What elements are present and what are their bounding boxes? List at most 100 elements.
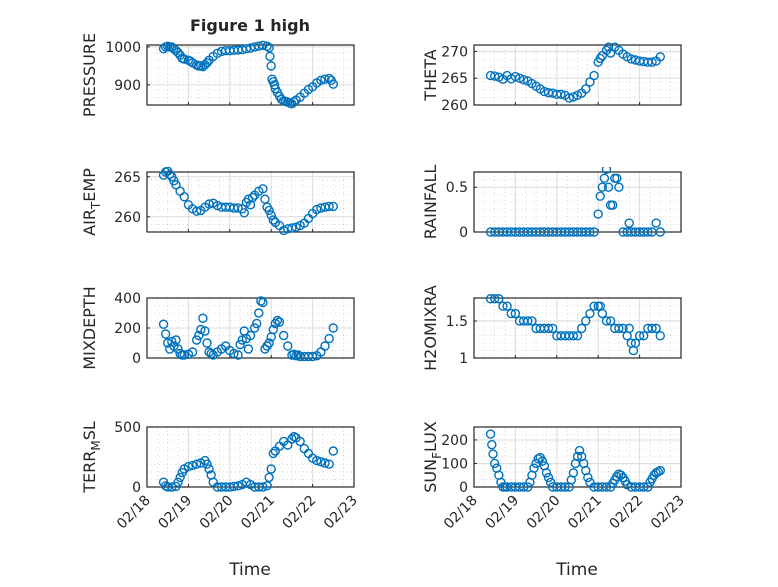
data-point: [202, 338, 212, 348]
data-point: [634, 331, 645, 341]
chart-title: Figure 1 high: [190, 16, 310, 35]
data-point: [328, 446, 338, 456]
subplot-sun: 02/18 02/19 02/20 02/21 02/22 02/23 0 100 200SUN…: [421, 421, 688, 532]
data-point: [283, 341, 293, 351]
data-point: [614, 323, 624, 334]
y-tick-label: 260: [441, 98, 468, 114]
data-series: [485, 429, 665, 492]
data-point: [568, 331, 579, 341]
data-point: [568, 92, 579, 102]
data-point: [490, 71, 500, 81]
data-point: [287, 223, 297, 233]
data-point: [274, 317, 285, 327]
y-tick-label: 0: [459, 480, 468, 496]
x-tick-label: 02/18: [114, 493, 154, 533]
data-point: [293, 350, 303, 360]
y-tick-label: 1: [459, 351, 468, 367]
data-point: [506, 308, 516, 319]
x-tick-label: 02/22: [280, 493, 320, 533]
data-point: [487, 439, 497, 450]
data-point: [545, 477, 556, 487]
data-point: [229, 348, 239, 359]
data-point: [601, 167, 612, 175]
data-point: [316, 457, 326, 467]
data-point: [262, 41, 272, 51]
data-point: [514, 73, 525, 83]
data-point: [618, 323, 628, 334]
subplot-terr: 02/18 02/19 02/20 02/21 02/22 02/23 0 500 TERRMS…: [80, 420, 361, 532]
y-axis-label: SUNFLUX: [421, 421, 444, 493]
data-point: [543, 472, 554, 483]
data-point: [543, 323, 554, 334]
data-point: [523, 316, 533, 326]
data-point: [328, 201, 338, 212]
data-point: [603, 182, 614, 192]
x-axis-label-right: Time: [555, 560, 598, 580]
data-point: [643, 227, 653, 237]
data-point: [265, 51, 275, 62]
y-tick-label: 100: [441, 456, 468, 472]
data-point: [198, 313, 208, 323]
data-point: [187, 460, 198, 471]
data-point: [568, 468, 579, 478]
data-point: [167, 336, 177, 347]
data-point: [183, 461, 194, 472]
data-point: [320, 458, 330, 468]
x-tick-label: 02/18: [441, 493, 481, 533]
data-point: [529, 463, 539, 473]
y-tick-label: 900: [114, 78, 141, 94]
data-point: [589, 70, 599, 81]
data-point: [498, 301, 508, 311]
data-series: [485, 42, 665, 103]
y-tick-label: 500: [114, 420, 141, 436]
data-point: [527, 316, 537, 326]
data-point: [651, 323, 661, 334]
data-point: [278, 330, 289, 341]
y-axis-label: MIXDEPTH: [80, 286, 99, 369]
data-point: [233, 203, 243, 213]
data-point: [202, 58, 212, 68]
data-point: [655, 465, 665, 476]
data-point: [289, 349, 299, 359]
data-point: [258, 40, 268, 51]
data-series: [485, 167, 665, 237]
data-point: [233, 350, 243, 360]
data-point: [312, 455, 322, 466]
data-point: [235, 339, 245, 350]
data-point: [307, 351, 318, 362]
data-point: [160, 329, 171, 339]
data-point: [239, 208, 249, 218]
data-point: [204, 464, 214, 474]
data-point: [595, 53, 605, 64]
y-tick-label: 270: [441, 44, 468, 60]
y-tick-label: 200: [114, 321, 141, 337]
data-point: [589, 301, 599, 311]
data-point: [639, 482, 649, 492]
data-point: [612, 173, 622, 183]
axes-box: [146, 171, 355, 233]
data-point: [258, 482, 268, 492]
data-series: [158, 431, 338, 492]
data-point: [272, 315, 283, 326]
data-point: [291, 222, 301, 232]
y-axis-label: H2OMIXRA: [421, 285, 440, 371]
data-point: [624, 218, 634, 228]
data-point: [614, 182, 624, 192]
data-point: [597, 308, 608, 319]
data-point: [258, 297, 268, 308]
data-point: [202, 459, 212, 469]
x-axis-label-left: Time: [228, 560, 271, 580]
data-point: [264, 205, 274, 216]
data-point: [647, 57, 657, 67]
data-point: [295, 436, 305, 447]
data-point: [537, 456, 548, 466]
data-point: [547, 323, 558, 334]
data-point: [287, 434, 297, 444]
y-tick-label: 0: [132, 480, 141, 496]
data-point: [179, 350, 189, 360]
data-point: [268, 448, 278, 459]
data-point: [171, 335, 181, 345]
data-point: [328, 323, 338, 333]
data-point: [194, 330, 204, 341]
